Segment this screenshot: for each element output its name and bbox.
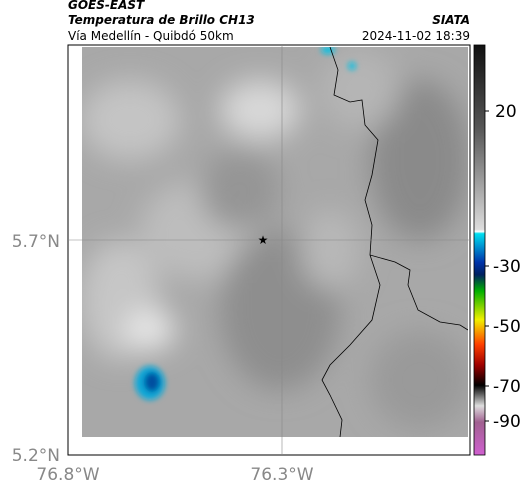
colorbar-tick-label: -50	[493, 317, 521, 337]
title: Temperatura de Brillo CH13	[68, 13, 255, 27]
colorbar-ticks	[485, 110, 489, 422]
route: Vía Medellín - Quibdó 50km	[68, 29, 234, 43]
lon-label: 76.8°W	[36, 465, 99, 485]
datetime: 2024-11-02 18:39	[362, 29, 470, 43]
colorbar-tick-label: -70	[493, 377, 521, 397]
org: SIATA	[432, 13, 470, 27]
lon-label: 76.3°W	[250, 465, 313, 485]
lat-label: 5.2°N	[12, 446, 60, 466]
location-star: ★	[258, 233, 269, 247]
colorbar-tick-label: 20	[495, 102, 517, 122]
source: GOES-EAST	[68, 0, 145, 12]
lat-label: 5.7°N	[12, 232, 60, 252]
colorbar-tick-label: -90	[493, 412, 521, 432]
satellite-image	[82, 47, 468, 437]
colorbar	[473, 44, 486, 456]
colorbar-tick-label: -30	[493, 257, 521, 277]
